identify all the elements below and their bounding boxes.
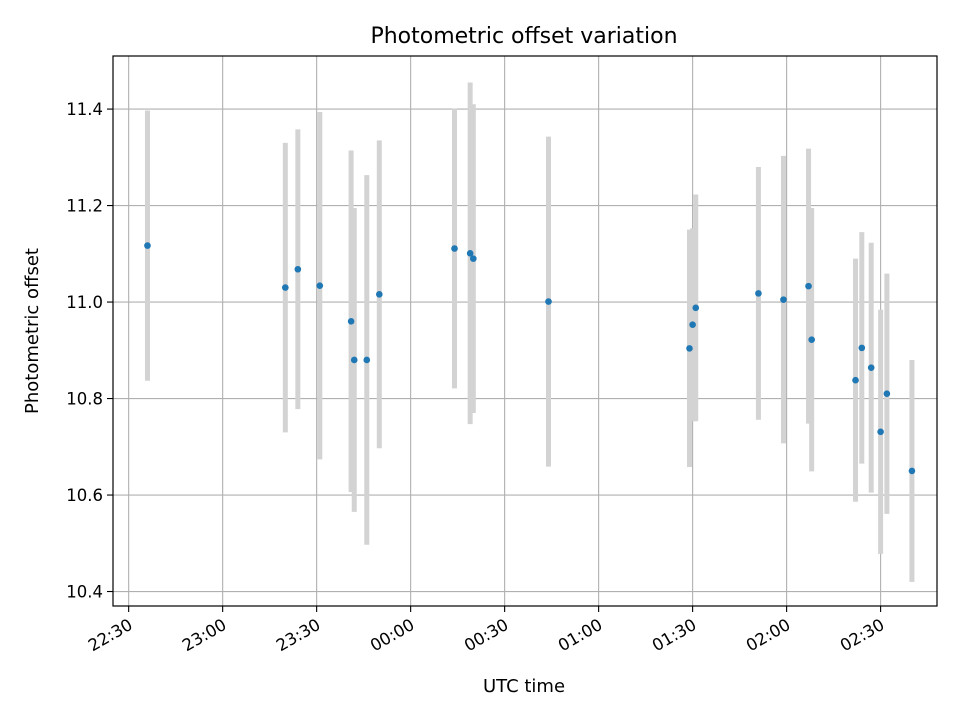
y-axis-label: Photometric offset: [22, 248, 43, 414]
data-point: [451, 245, 458, 252]
data-point: [867, 364, 875, 371]
data-point: [692, 304, 700, 312]
data-point: [376, 291, 383, 298]
x-axis-label: UTC time: [483, 676, 565, 697]
point-layer: [144, 242, 916, 475]
y-tick-label: 10.4: [66, 583, 103, 602]
y-tick-label: 11.2: [66, 197, 103, 216]
data-point: [316, 282, 324, 289]
data-point: [282, 284, 289, 291]
y-tick-label: 11.0: [66, 293, 103, 312]
data-point: [545, 298, 552, 305]
data-point: [347, 318, 355, 325]
data-point: [350, 356, 358, 364]
data-point: [755, 290, 762, 297]
data-point: [363, 356, 371, 364]
data-point: [877, 428, 884, 436]
plot-frame: [112, 55, 938, 607]
data-point: [144, 242, 151, 249]
y-tick-label: 10.6: [66, 486, 103, 505]
data-point: [466, 250, 474, 257]
data-point: [294, 265, 302, 273]
y-tick-label: 10.8: [66, 390, 103, 409]
data-point: [805, 282, 812, 290]
data-point: [852, 376, 859, 384]
y-tick-label: 11.4: [66, 100, 103, 119]
data-point: [883, 390, 891, 398]
data-point: [686, 345, 693, 352]
data-point: [470, 255, 477, 262]
chart-title: Photometric offset variation: [370, 24, 677, 49]
data-point: [858, 344, 866, 352]
grid-layer: [113, 56, 937, 606]
data-point: [780, 296, 787, 303]
data-point: [689, 321, 696, 329]
data-point: [808, 336, 815, 343]
data-point: [908, 467, 916, 475]
